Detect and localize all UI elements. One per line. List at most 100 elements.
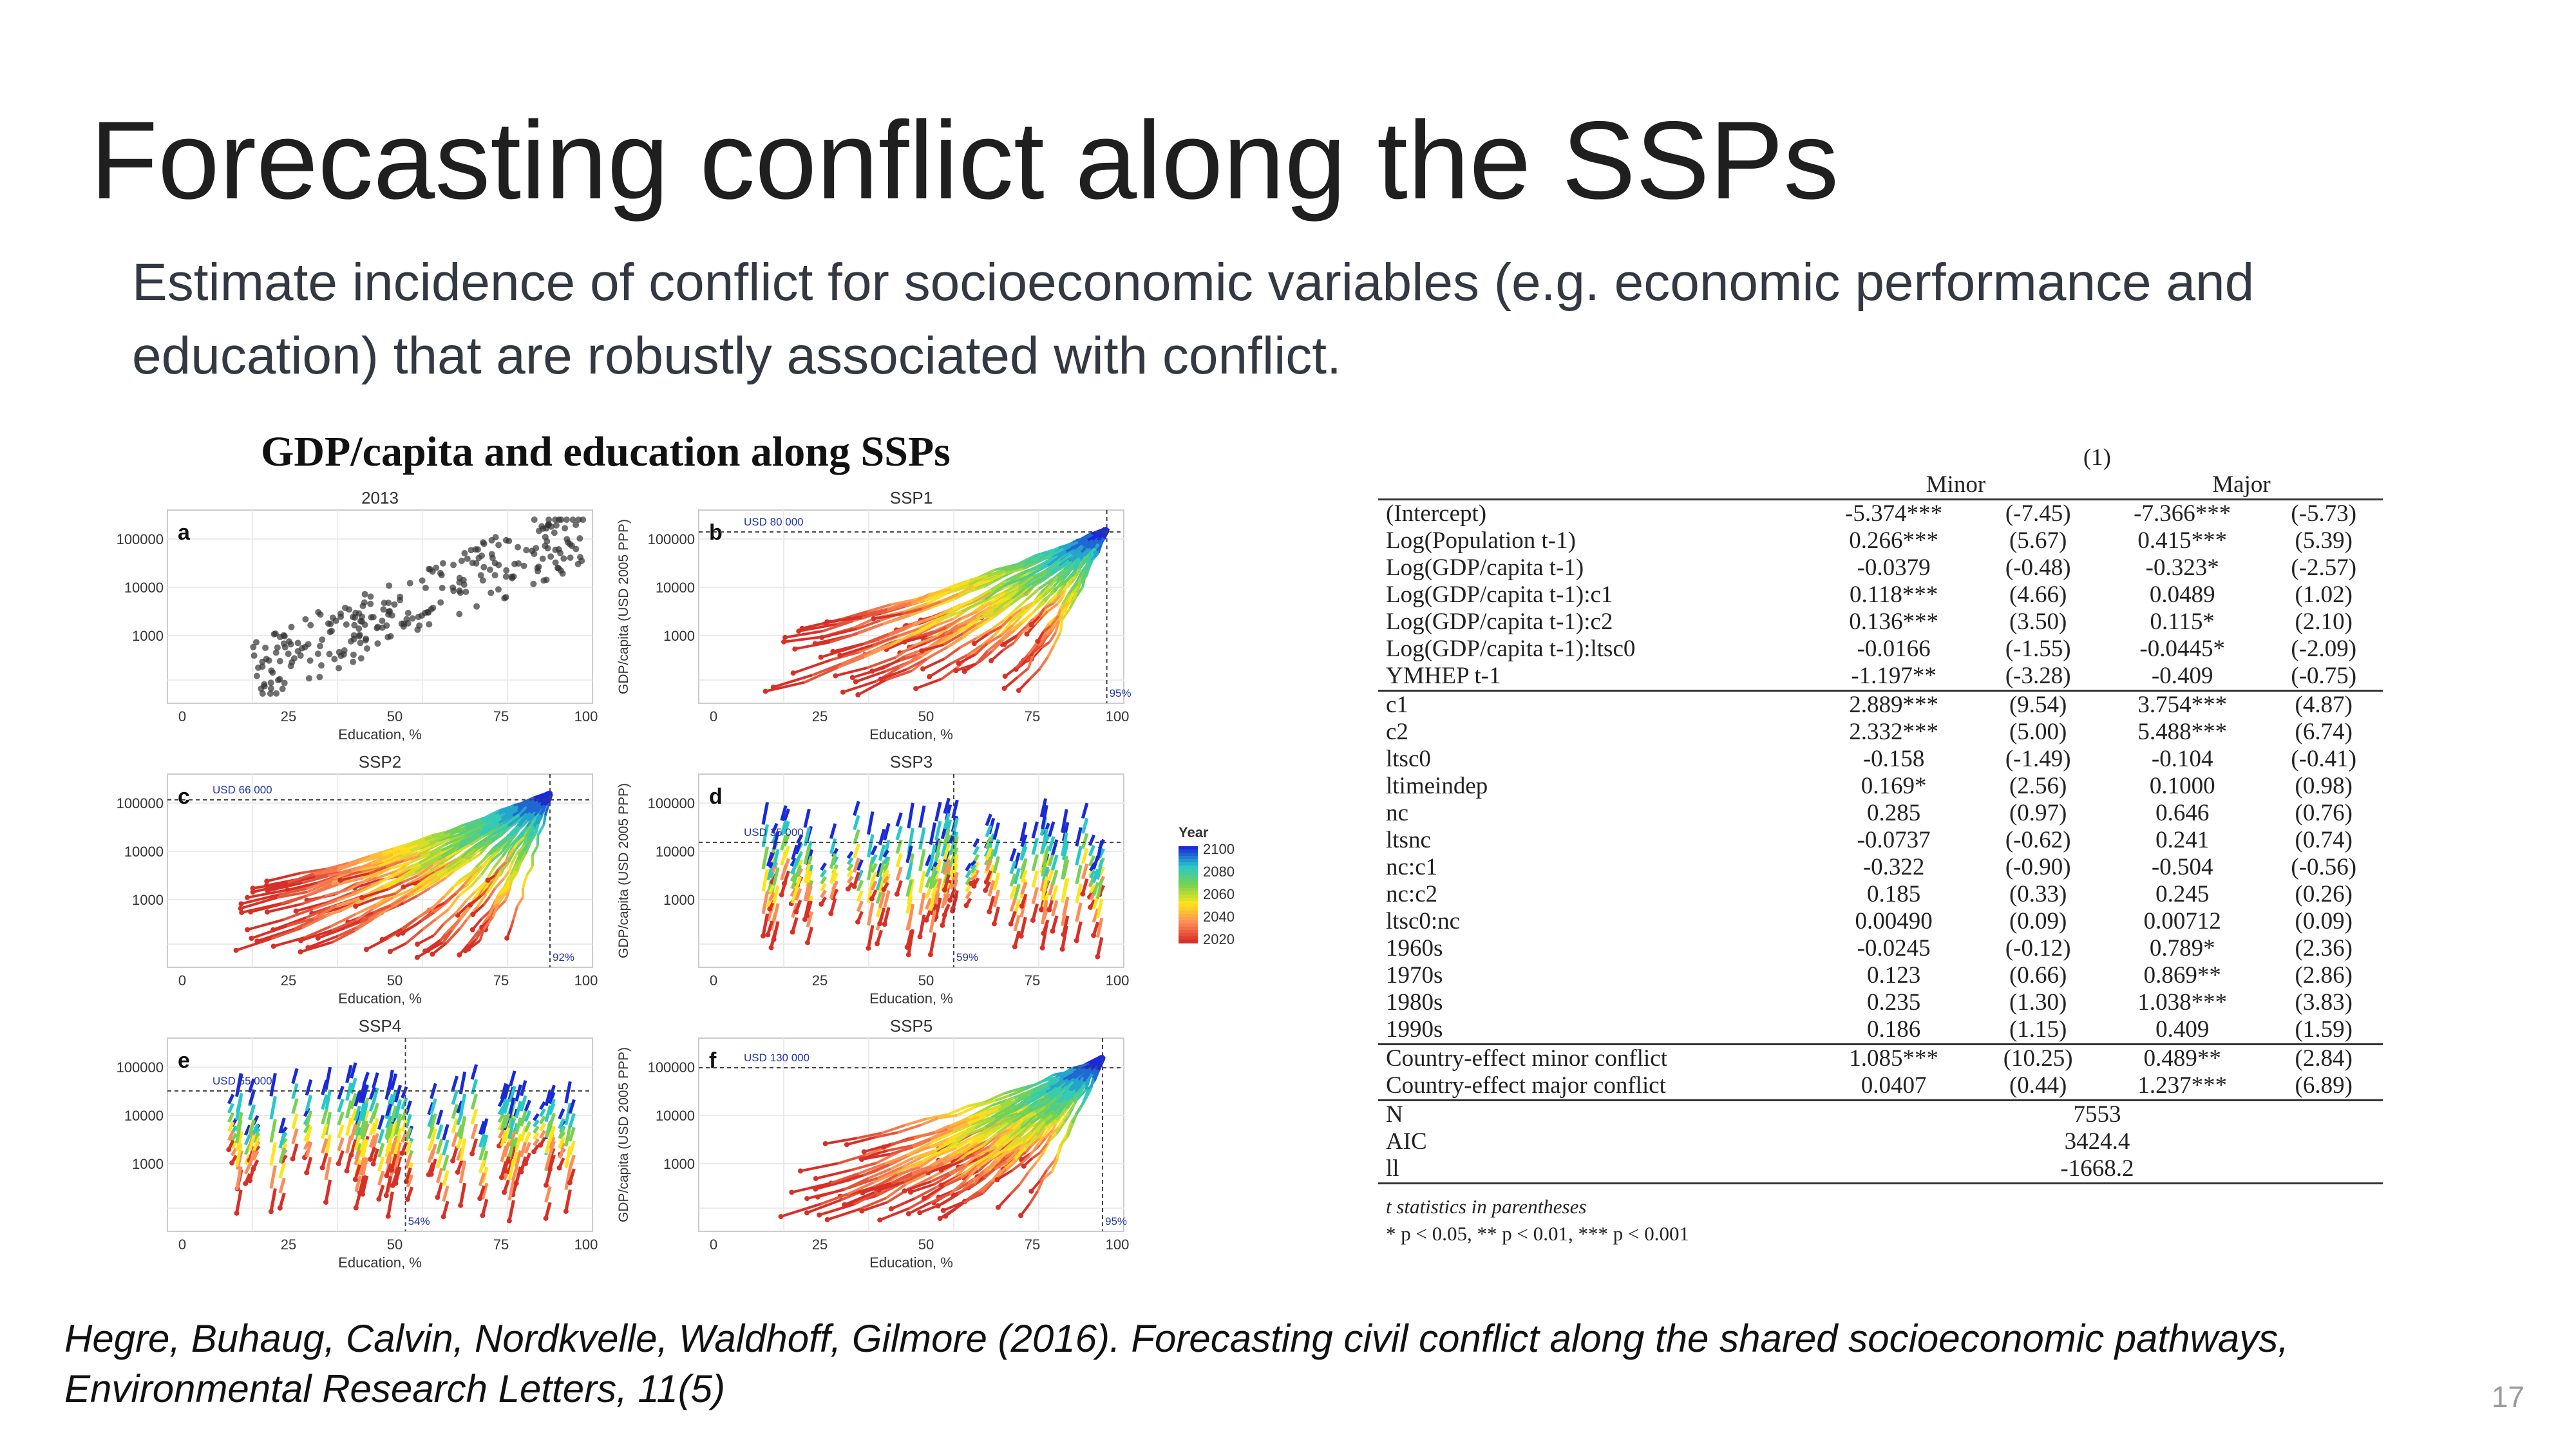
data-point: [261, 683, 268, 690]
trajectory-segment: [500, 1114, 507, 1131]
start-point: [414, 954, 420, 960]
trajectory-segment: [896, 627, 920, 638]
trajectory-segment: [957, 616, 978, 627]
trajectory-segment: [1098, 536, 1105, 545]
trajectory-segment: [929, 888, 937, 911]
trajectory-segment: [452, 858, 469, 871]
trajectory-segment: [962, 623, 977, 634]
trajectory-segment: [1014, 1088, 1034, 1099]
trajectory-segment: [1084, 565, 1091, 578]
trajectory-segment: [820, 1193, 848, 1206]
data-point: [533, 545, 540, 552]
trajectory-segment: [1009, 886, 1017, 900]
trajectory-segment: [350, 1139, 357, 1156]
trajectory-segment: [992, 1155, 1007, 1170]
data-point: [437, 569, 444, 576]
trajectory-segment: [302, 875, 328, 884]
trajectory-segment: [1003, 634, 1019, 646]
trajectory-segment: [929, 822, 937, 846]
trajectory-segment: [354, 1135, 361, 1151]
trajectory-segment: [1039, 798, 1048, 818]
trajectory-segment: [1020, 1113, 1037, 1129]
trajectory-segment: [947, 585, 970, 594]
data-point: [267, 690, 274, 697]
table-row: Log(GDP/capita t-1):c2 0.136*** (3.50) 0.11…: [1378, 609, 2383, 636]
trajectory-segment: [794, 864, 802, 878]
start-point: [344, 1168, 350, 1174]
trajectory-segment: [929, 910, 937, 933]
trajectory-segment: [1046, 561, 1061, 573]
trajectory-segment: [1020, 834, 1028, 848]
data-point: [273, 690, 280, 697]
trajectory-segment: [281, 895, 307, 905]
trajectory-segment: [1051, 900, 1059, 916]
y-tick-label: 10000: [656, 580, 695, 596]
data-point: [551, 529, 558, 536]
trajectory-segment: [312, 899, 338, 911]
trajectory-segment: [806, 926, 814, 943]
data-point: [350, 651, 357, 658]
table-row: Log(GDP/capita t-1):c1 0.118*** (4.66) 0.04…: [1378, 582, 2383, 609]
trajectory-segment: [1023, 564, 1045, 573]
trajectory-segment: [236, 1131, 243, 1151]
trajectory-segment: [377, 1128, 385, 1144]
start-point: [359, 895, 365, 900]
trajectory-segment: [497, 1113, 505, 1123]
minor-coef: -5.374***: [1845, 500, 1943, 527]
trajectory-segment: [790, 857, 797, 867]
start-point: [399, 1150, 405, 1156]
trajectory-segment: [1048, 1133, 1058, 1142]
start-point: [370, 1161, 376, 1167]
trajectory-segment: [429, 843, 446, 855]
start-point: [513, 1180, 519, 1186]
start-point: [995, 1204, 1001, 1210]
trajectory-segment: [1071, 1092, 1079, 1101]
trajectory-segment: [458, 835, 481, 847]
reference-education-label: 95%: [1110, 687, 1132, 699]
trajectory-segment: [798, 623, 837, 633]
trajectory-segment: [1054, 1114, 1064, 1125]
trajectory-segment: [980, 1180, 992, 1193]
start-point: [1035, 638, 1041, 644]
trajectory-segment: [965, 876, 972, 886]
x-tick-label: 50: [387, 972, 402, 989]
start-point: [894, 891, 900, 897]
trajectory-segment: [970, 864, 977, 870]
trajectory-segment: [247, 1078, 256, 1093]
minor-tstat: (2.56): [2009, 773, 2067, 799]
trajectory-segment: [1031, 821, 1039, 838]
data-point: [460, 581, 468, 588]
trajectory-segment: [498, 806, 518, 815]
trajectory-segment: [1041, 828, 1048, 853]
trajectory-segment: [1084, 1073, 1094, 1086]
data-point: [502, 573, 509, 580]
trajectory-segment: [866, 811, 875, 835]
trajectory-segment: [497, 861, 507, 871]
trajectory-segment: [1004, 1151, 1015, 1159]
trajectory-segment: [895, 812, 903, 827]
row-label: c2: [1386, 719, 1408, 745]
trajectory-segment: [911, 1165, 933, 1177]
trajectory-segment: [358, 1138, 366, 1157]
trajectory-segment: [943, 797, 951, 814]
trajectory-segment: [1047, 550, 1067, 567]
start-point: [480, 1213, 486, 1218]
trajectory-segment: [394, 1117, 402, 1135]
trajectory-segment: [469, 835, 484, 846]
trajectory-segment: [480, 858, 491, 867]
trajectory-segment: [1041, 900, 1048, 925]
trajectory-segment: [470, 1108, 478, 1124]
data-point: [552, 546, 559, 553]
trajectory-segment: [929, 1137, 949, 1148]
reference-gdp-label: USD 80 000: [744, 516, 804, 528]
trajectory-segment: [803, 882, 811, 902]
start-point: [268, 1209, 274, 1215]
legend-color-step: [1179, 930, 1198, 934]
legend-color-step: [1179, 859, 1198, 863]
trajectory-segment: [1037, 1135, 1045, 1146]
data-point: [462, 589, 469, 596]
data-point: [540, 577, 547, 584]
trajectory-segment: [985, 848, 992, 860]
trajectory-segment: [1044, 1097, 1057, 1108]
trajectory-segment: [989, 1135, 1001, 1148]
